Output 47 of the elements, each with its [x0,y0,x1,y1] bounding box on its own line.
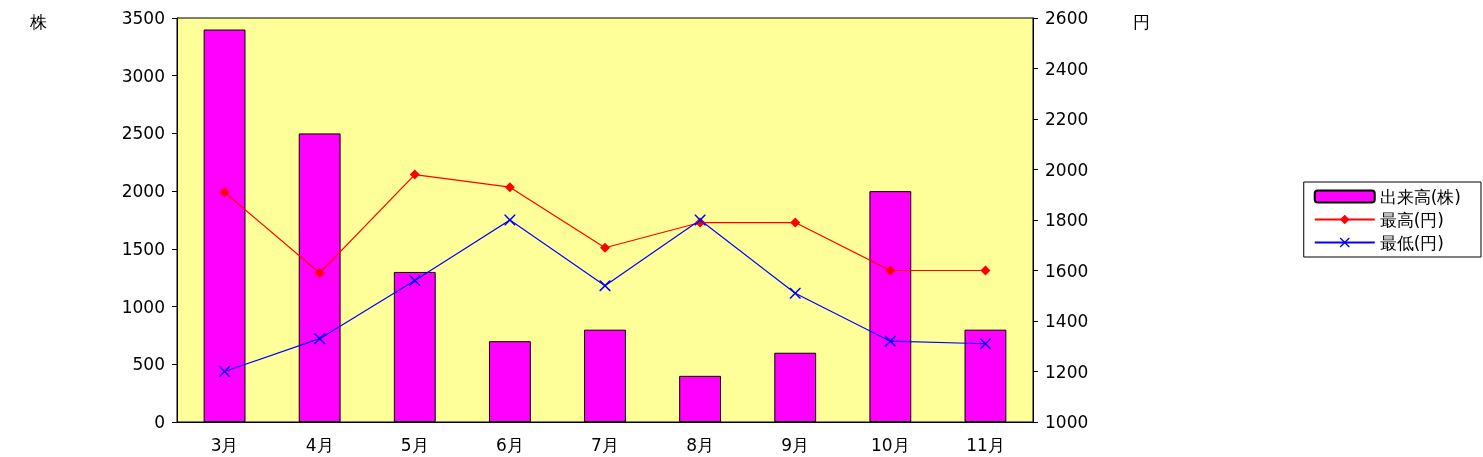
legend-label: 最高(円) [1379,209,1444,230]
point [885,265,896,276]
y-tick-label: 3500 [121,8,165,28]
y-tick-label: 1500 [121,238,165,259]
y-tick-label: 500 [132,354,165,375]
point [219,366,231,377]
y-tick-label: 2500 [121,123,165,144]
y2-tick-label: 1400 [1045,311,1089,331]
point [504,182,515,193]
y2-tick-label: 2000 [1045,159,1089,180]
y-axis-title: 株 [29,11,47,32]
point [599,280,611,292]
legend-label: 最低(円) [1379,232,1444,253]
y-tick-label: 1000 [121,296,165,317]
x-tick-label: 6月 [495,434,524,455]
x-tick-label: 10月 [871,434,910,455]
y2-axis-title: 円 [1133,11,1150,32]
x-tick-label: 5月 [400,434,429,455]
point [314,333,326,345]
y-tick-label: 3000 [121,65,165,86]
point [790,217,801,228]
x-tick-label: 4月 [305,434,334,455]
y2-tick-label: 2400 [1045,58,1089,79]
point [504,214,516,226]
point [409,169,420,180]
y2-tick-label: 1000 [1045,412,1089,432]
point [789,287,801,299]
y-tick-label: 0 [154,412,165,432]
y2-tick-label: 1800 [1045,210,1089,230]
point [600,242,610,253]
y2-tick-label: 2600 [1045,8,1089,28]
point [980,265,991,276]
point [884,335,896,347]
x-tick-label: 3月 [210,434,239,455]
y-tick-label: 2000 [121,181,165,202]
legend-label: 出来高(株) [1379,186,1461,207]
x-tick-label: 8月 [686,434,715,455]
point [314,268,325,279]
point [219,187,230,198]
y2-tick-label: 1200 [1045,361,1089,382]
y2-tick-label: 2200 [1045,109,1089,129]
y2-tick-label: 1600 [1045,260,1089,281]
x-tick-label: 7月 [591,434,619,455]
point [979,338,991,350]
x-tick-label: 11月 [966,434,1005,455]
x-tick-label: 9月 [781,434,810,455]
point [409,275,421,287]
